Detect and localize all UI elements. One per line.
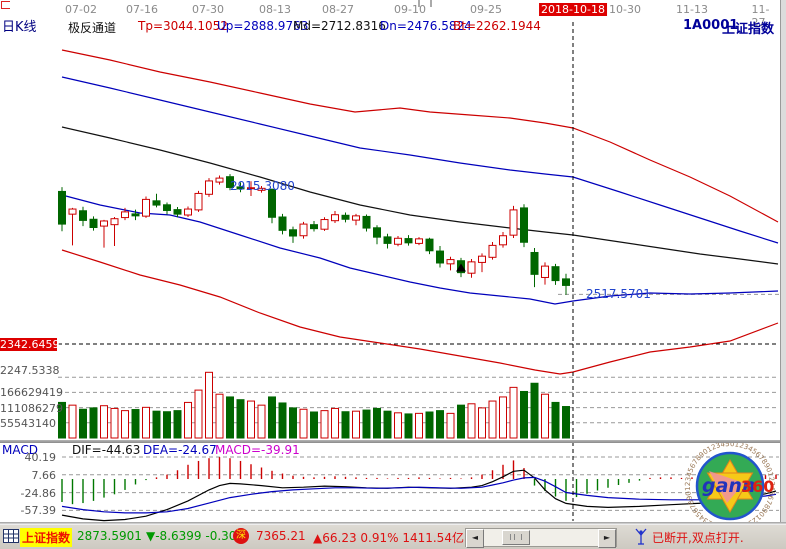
last-low-annotation: 2517.5701 bbox=[586, 287, 651, 301]
indicator-value: Dn=2476.5824 bbox=[380, 19, 472, 33]
index-change: ▼-8.6399 -0.30% bbox=[146, 529, 248, 543]
window-right-edge bbox=[781, 0, 786, 522]
shenzhen-badge[interactable]: 深 bbox=[233, 528, 249, 544]
signal-triangle-marker bbox=[456, 263, 466, 272]
price-grid-label: 2247.5338 bbox=[0, 364, 60, 377]
macd-axis-label: 7.66 bbox=[31, 468, 57, 482]
peak-price-annotation: 2915.3080 bbox=[230, 179, 295, 193]
date-tick-label: 07-16 bbox=[126, 3, 158, 16]
symbol-code: 1A0001 bbox=[683, 18, 739, 33]
macd-axis-label: -57.39 bbox=[20, 504, 56, 518]
channel-line-Up bbox=[61, 76, 779, 244]
scroll-left-button[interactable]: ◄ bbox=[466, 529, 484, 548]
alert-price-label[interactable]: 2342.6459 bbox=[0, 338, 60, 351]
svg-text:gann: gann bbox=[702, 475, 755, 497]
scroll-right-button[interactable]: ► bbox=[598, 529, 616, 548]
indicator-name[interactable]: 极反通道 bbox=[68, 21, 117, 35]
date-tick-label: 08-13 bbox=[259, 3, 291, 16]
scrollbar-thumb[interactable] bbox=[502, 530, 530, 545]
corner-mark bbox=[1, 1, 10, 9]
volume-axis-label: 166629419 bbox=[0, 386, 63, 400]
pane-splitter-handle[interactable] bbox=[418, 0, 432, 7]
channel-line-Dn bbox=[61, 194, 779, 305]
index-last-price: 2873.5901 bbox=[77, 529, 142, 543]
date-axis: 07-02 07-16 07-30 08-13 08-27 09-10 09-25 2018-… bbox=[0, 0, 786, 29]
channel-line-Bt bbox=[61, 249, 779, 375]
volume-layer bbox=[58, 371, 570, 439]
connection-status-text[interactable]: 已断开,双点打开. bbox=[652, 531, 744, 545]
date-tick-label: 07-30 bbox=[192, 3, 224, 16]
macd-dif-value: DIF=-44.63 bbox=[72, 443, 141, 457]
macd-layer bbox=[61, 457, 777, 522]
period-label[interactable]: 日K线 bbox=[2, 20, 37, 35]
index-name-badge[interactable]: 上证指数 bbox=[20, 528, 73, 547]
macd-pane-label[interactable]: MACD bbox=[2, 443, 38, 457]
symbol-name: 上证指数 bbox=[722, 22, 775, 37]
volume-axis-label: 55543140 bbox=[0, 416, 56, 430]
scrollbar-track[interactable] bbox=[484, 529, 598, 546]
date-tick-label: 08-27 bbox=[322, 3, 354, 16]
shenzhen-change: ▲66.23 0.91% 1411.54亿 bbox=[313, 531, 464, 545]
quote-board-icon[interactable] bbox=[3, 529, 19, 543]
channel-line-Tp bbox=[61, 49, 779, 223]
macd-axis-label: -24.86 bbox=[20, 486, 56, 500]
macd-dea-value: DEA=-24.67 bbox=[143, 443, 217, 457]
window-right-border bbox=[780, 0, 781, 522]
indicator-value: Bt=2262.1944 bbox=[453, 19, 541, 33]
macd-pane-splitter[interactable] bbox=[0, 440, 781, 443]
indicator-value: Tp=3044.1052 bbox=[138, 19, 228, 33]
statusbar-separator bbox=[0, 522, 786, 525]
channel-lines-layer bbox=[61, 49, 779, 375]
date-tick-label: 07-02 bbox=[65, 3, 97, 16]
connection-antenna-icon bbox=[635, 528, 647, 545]
date-tick-label: 09-25 bbox=[470, 3, 502, 16]
status-bar: 上证指数 2873.5901 ▼-8.6399 -0.30% 深 7365.21… bbox=[0, 525, 786, 549]
date-tick-label: 10-30 bbox=[609, 3, 641, 16]
shenzhen-last-price: 7365.21 bbox=[256, 529, 306, 543]
macd-macd-value: MACD=-39.91 bbox=[215, 443, 300, 457]
indicator-value: Up=2888.9763 bbox=[217, 19, 309, 33]
date-tick-label: 11-27 bbox=[751, 3, 770, 29]
svg-text:360: 360 bbox=[741, 477, 774, 496]
candles-layer bbox=[58, 174, 570, 295]
current-date-label: 2018-10-18 bbox=[539, 3, 607, 16]
date-tick-label: 11-13 bbox=[676, 3, 708, 16]
volume-axis-label: 111086279 bbox=[0, 401, 63, 415]
main-chart-canvas[interactable]: 01234567890123456789012 34567890123456789… bbox=[0, 0, 786, 522]
macd-axis-label: 40.19 bbox=[24, 451, 57, 465]
horizontal-scrollbar[interactable]: ◄ ► bbox=[465, 528, 617, 548]
macd-dea-line bbox=[61, 476, 777, 514]
channel-line-Md bbox=[61, 126, 779, 265]
gann360-logo: 01234567890123456789012 34567890123456789… bbox=[684, 440, 776, 522]
date-tick-label: 09-10 bbox=[394, 3, 426, 16]
indicator-value: Md=2712.8316 bbox=[293, 19, 386, 33]
